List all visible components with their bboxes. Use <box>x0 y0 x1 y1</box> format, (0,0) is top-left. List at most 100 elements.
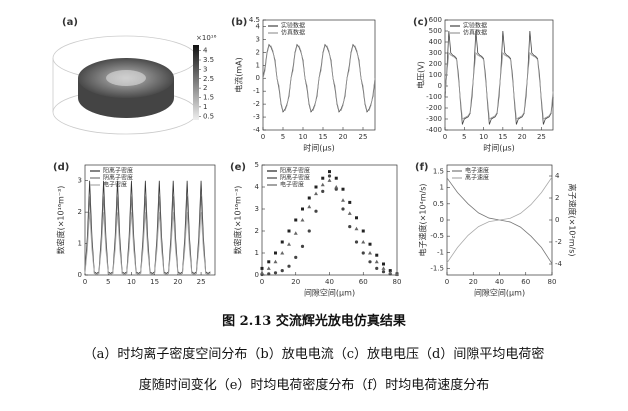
legend-label: 电子密度 <box>103 181 127 189</box>
x-tick-label: 5 <box>462 133 466 141</box>
marker <box>382 262 385 266</box>
colorbar-tick-label: 1 <box>203 103 207 111</box>
y-tick-label: -4 <box>253 126 261 134</box>
marker <box>321 189 325 193</box>
legend-label: 仿真数据 <box>281 29 305 37</box>
y2-tick-label: -2 <box>555 238 562 246</box>
y2-axis-label: 离子速度(×10²m/s) <box>568 184 578 257</box>
y-tick-label: -0.5 <box>430 232 444 240</box>
y-axis-label: 数密度(×10¹⁶m⁻³) <box>56 186 66 255</box>
x-tick-label: 80 <box>548 278 557 286</box>
x-tick-label: 15 <box>150 278 159 286</box>
x-tick-label: 20 <box>469 278 478 286</box>
marker <box>287 229 291 233</box>
x-tick-label: 20 <box>173 278 182 286</box>
y-tick-label: 0 <box>438 82 442 90</box>
marker <box>381 270 386 274</box>
colorbar-tick-label: 1.5 <box>203 94 214 102</box>
x-tick-label: 10 <box>299 133 308 141</box>
x-tick-label: 10 <box>127 278 136 286</box>
y-tick-label: -2 <box>253 100 260 108</box>
marker <box>314 185 318 189</box>
y-tick-label: -1.5 <box>430 265 444 273</box>
x-tick-label: 5 <box>281 133 285 141</box>
marker <box>348 200 352 204</box>
x-tick-label: 0 <box>445 278 449 286</box>
y-tick-label: -100 <box>426 93 442 101</box>
y2-tick-label: -4 <box>555 260 563 268</box>
panel-a-render <box>52 35 198 135</box>
marker <box>314 209 318 213</box>
marker <box>341 207 345 211</box>
marker <box>294 255 298 259</box>
x-tick-label: 25 <box>197 278 206 286</box>
marker <box>388 270 393 275</box>
y-tick-label: 2 <box>78 208 82 216</box>
y-tick-label: 3 <box>78 177 82 185</box>
y-tick-label: 1 <box>256 61 260 69</box>
y-tick-label: -300 <box>426 115 442 123</box>
y-tick-label: 4 <box>256 22 261 30</box>
marker <box>368 251 372 255</box>
y-axis-label: 电流(mA) <box>234 57 244 93</box>
marker <box>273 271 278 275</box>
series-line <box>446 176 553 264</box>
marker <box>287 264 291 268</box>
marker <box>293 231 298 235</box>
marker <box>307 229 311 233</box>
panel-label: (a) <box>62 17 78 28</box>
x-tick-label: 0 <box>443 133 447 141</box>
marker <box>280 251 285 255</box>
marker <box>267 272 271 276</box>
y-tick-label: 2 <box>255 227 259 235</box>
y-tick-label: -1 <box>253 87 260 95</box>
marker <box>327 174 332 178</box>
y-tick-label: 200 <box>429 60 442 68</box>
caption-line: （a）时均离子密度空间分布（b）放电电流（c）放电电压（d）间隙平均电荷密 <box>83 347 545 362</box>
marker <box>388 269 392 273</box>
x-tick-label: 60 <box>359 278 368 286</box>
series-line <box>262 45 376 111</box>
marker <box>300 244 305 248</box>
y-tick-label: 500 <box>429 27 442 35</box>
x-tick-label: 40 <box>495 278 504 286</box>
y-tick-label: 0.5 <box>433 200 444 208</box>
colorbar-tick-label: 3 <box>203 65 207 73</box>
y-tick-label: 4 <box>255 183 260 191</box>
marker <box>375 266 379 270</box>
legend-label: 电子速度 <box>465 167 489 175</box>
marker <box>381 266 386 270</box>
marker <box>361 240 366 244</box>
x-tick-label: 25 <box>359 133 368 141</box>
marker <box>348 225 352 229</box>
caption-title: 图 2.13 交流辉光放电仿真结果 <box>222 314 406 329</box>
x-axis-label: 时间(μs) <box>303 143 335 153</box>
legend-label: 实验数据 <box>463 22 487 30</box>
marker <box>334 185 339 189</box>
x-tick-label: 0 <box>261 133 265 141</box>
legend-label: 离子速度 <box>465 174 489 182</box>
marker <box>294 218 298 222</box>
marker <box>395 272 399 276</box>
x-tick-label: 0 <box>260 278 264 286</box>
x-tick-label: 20 <box>518 133 527 141</box>
x-tick-label: 0 <box>83 278 87 286</box>
marker <box>334 176 338 180</box>
legend-label: 阳离子密度 <box>103 167 133 175</box>
y-tick-label: 1 <box>440 184 444 192</box>
marker <box>341 198 345 202</box>
x-tick-label: 5 <box>106 278 110 286</box>
y-tick-label: 3 <box>255 205 259 213</box>
y2-tick-label: 4 <box>555 172 560 180</box>
marker <box>368 242 372 246</box>
plot-frame <box>84 164 216 276</box>
marker <box>301 207 304 211</box>
marker <box>266 266 271 270</box>
y-tick-label: 600 <box>429 16 442 24</box>
y-axis-label: 电子速度(×10⁴m/s) <box>418 184 428 257</box>
figure: (a) ×10¹⁶ 43.532.521.510.5(b)0 5 10 15 20 25-… <box>52 16 578 298</box>
marker <box>307 204 312 209</box>
x-axis-label: 间隙空间(μm) <box>304 288 355 298</box>
marker <box>307 196 311 200</box>
panel-label: (e) <box>230 162 246 173</box>
